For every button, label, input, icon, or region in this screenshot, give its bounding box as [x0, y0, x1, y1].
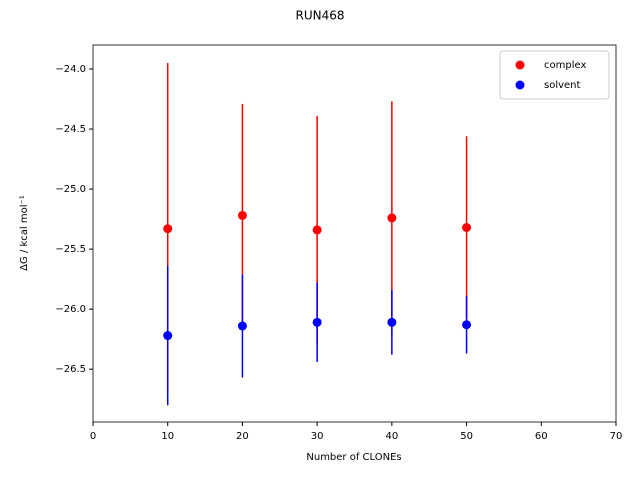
y-tick-label: −24.5	[55, 124, 86, 135]
point	[462, 222, 472, 232]
legend-label: complex	[544, 60, 586, 71]
x-tick-label: 20	[236, 431, 249, 442]
legend-label: solvent	[544, 80, 581, 91]
point	[462, 320, 472, 330]
x-tick-label: 10	[161, 431, 174, 442]
x-axis-label: Number of CLONEs	[306, 452, 401, 463]
point	[163, 331, 173, 341]
x-tick-label: 70	[610, 431, 623, 442]
legend-marker	[515, 60, 525, 70]
legend-box	[499, 50, 610, 100]
y-axis-label: ΔG / kcal mol⁻¹	[19, 195, 30, 271]
point	[312, 317, 322, 327]
point	[163, 224, 173, 234]
x-tick-label: 0	[90, 431, 96, 442]
point	[237, 210, 247, 220]
y-tick-label: −26.5	[55, 364, 86, 375]
point	[387, 317, 397, 327]
point	[387, 213, 397, 223]
point	[237, 321, 247, 331]
y-tick-label: −24.0	[55, 64, 86, 75]
x-tick-label: 30	[311, 431, 324, 442]
x-tick-label: 40	[385, 431, 398, 442]
x-tick-label: 50	[460, 431, 473, 442]
x-tick-label: 60	[535, 431, 548, 442]
point	[312, 225, 322, 235]
y-tick-label: −25.0	[55, 184, 86, 195]
legend-marker	[515, 80, 525, 90]
y-tick-label: −26.0	[55, 304, 86, 315]
chart-title: RUN468	[295, 9, 344, 23]
y-tick-label: −25.5	[55, 244, 86, 255]
plot-frame	[92, 44, 617, 423]
